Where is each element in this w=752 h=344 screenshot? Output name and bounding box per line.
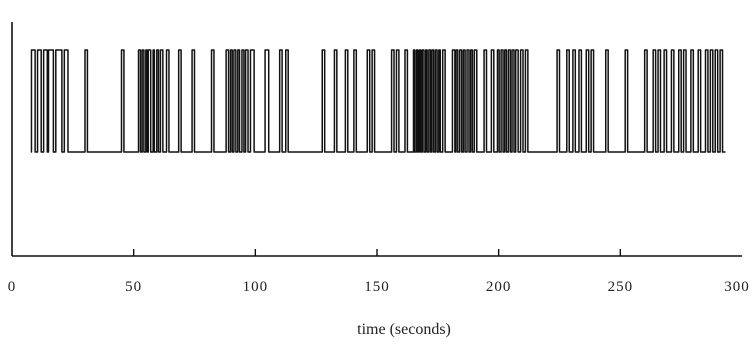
x-tick-label: 50: [125, 279, 142, 295]
x-tick-label: 150: [364, 279, 390, 295]
data-series-line: [30, 49, 726, 153]
x-tick-label: 100: [243, 279, 269, 295]
label-layer: 0 50 100 150 200 250 300: [8, 279, 750, 295]
x-tick-label: 300: [724, 279, 750, 295]
axes-layer: [11, 22, 742, 257]
x-axis-title: time (seconds): [357, 321, 451, 338]
x-tick-label: 250: [608, 279, 634, 295]
x-tick-label: 0: [8, 279, 17, 295]
x-tick-label: 200: [486, 279, 512, 295]
trace-layer: [30, 49, 726, 153]
